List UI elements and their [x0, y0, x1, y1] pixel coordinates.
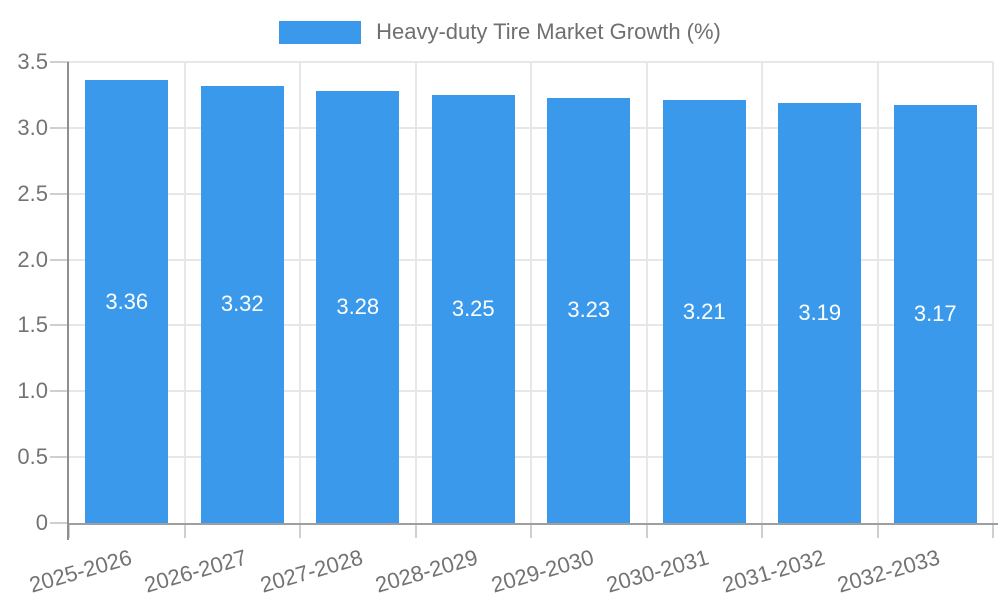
- gridline-vertical: [299, 62, 301, 523]
- bar[interactable]: 3.17: [893, 105, 977, 523]
- x-axis-line: [69, 523, 998, 525]
- y-axis-tick-label: 3.5: [17, 49, 48, 74]
- y-axis-tick-label: 2.5: [17, 180, 48, 206]
- bar-value-label: 3.25: [451, 295, 495, 321]
- x-axis-tick-label: 2032-2033: [834, 544, 943, 598]
- y-axis-tick-label: 0.5: [17, 444, 48, 470]
- x-axis-tick-label: 2029-2030: [488, 544, 597, 598]
- gridline-vertical: [992, 62, 994, 523]
- y-tick-mark: [50, 522, 69, 524]
- y-tick-mark: [50, 456, 69, 459]
- x-tick-mark: [68, 523, 70, 538]
- legend-label: Heavy-duty Tire Market Growth (%): [376, 19, 721, 44]
- bar-value-label: 3.28: [336, 293, 380, 319]
- bar-value-label: 3.17: [913, 301, 957, 327]
- bar-value-label: 3.32: [220, 291, 264, 317]
- x-axis-tick-label: 2028-2029: [372, 544, 481, 598]
- bar[interactable]: 3.25: [431, 94, 515, 523]
- y-tick-mark: [50, 126, 69, 129]
- y-tick-mark: [50, 324, 69, 327]
- gridline-vertical: [530, 62, 532, 523]
- x-tick-mark: [183, 523, 186, 538]
- y-axis-tick-label: 2.0: [17, 246, 48, 272]
- gridline-vertical: [645, 62, 648, 523]
- y-tick-mark: [50, 390, 69, 393]
- bar-value-label: 3.19: [798, 299, 842, 325]
- x-axis-tick-label: 2025-2026: [26, 544, 135, 598]
- y-axis-tick-label: 3.0: [17, 114, 48, 140]
- bar[interactable]: 3.32: [200, 85, 284, 523]
- x-tick-mark: [876, 523, 879, 538]
- x-tick-mark: [645, 523, 648, 538]
- bar-value-label: 3.21: [682, 298, 726, 324]
- x-tick-mark: [761, 523, 763, 538]
- bar[interactable]: 3.19: [778, 102, 862, 523]
- y-axis-tick-label: 1.5: [17, 312, 48, 338]
- y-axis-line: [67, 62, 69, 540]
- x-axis-tick-label: 2027-2028: [257, 544, 366, 598]
- x-axis-tick-label: 2026-2027: [141, 544, 250, 598]
- bar-value-label: 3.23: [567, 297, 611, 323]
- gridline-vertical: [183, 62, 186, 523]
- y-axis-tick-label: 1.0: [17, 378, 48, 404]
- bar[interactable]: 3.36: [85, 80, 169, 523]
- x-axis-tick-label: 2030-2031: [603, 544, 712, 598]
- chart-legend[interactable]: Heavy-duty Tire Market Growth (%): [0, 19, 1000, 45]
- x-tick-mark: [530, 523, 532, 538]
- x-tick-mark: [414, 523, 417, 538]
- y-tick-mark: [50, 192, 69, 195]
- bar[interactable]: 3.28: [316, 90, 400, 523]
- y-axis-tick-label: 0: [35, 510, 48, 535]
- x-axis-tick-label: 2031-2032: [719, 544, 828, 598]
- gridline-vertical: [761, 62, 763, 523]
- legend-swatch-icon: [279, 20, 362, 44]
- x-tick-mark: [299, 523, 301, 538]
- bar[interactable]: 3.21: [662, 100, 746, 523]
- x-tick-mark: [992, 523, 994, 538]
- y-tick-mark: [50, 61, 69, 63]
- y-tick-mark: [50, 258, 69, 261]
- gridline-vertical: [876, 62, 879, 523]
- bar-value-label: 3.36: [105, 288, 149, 314]
- gridline-vertical: [414, 62, 417, 523]
- bar[interactable]: 3.23: [547, 97, 631, 523]
